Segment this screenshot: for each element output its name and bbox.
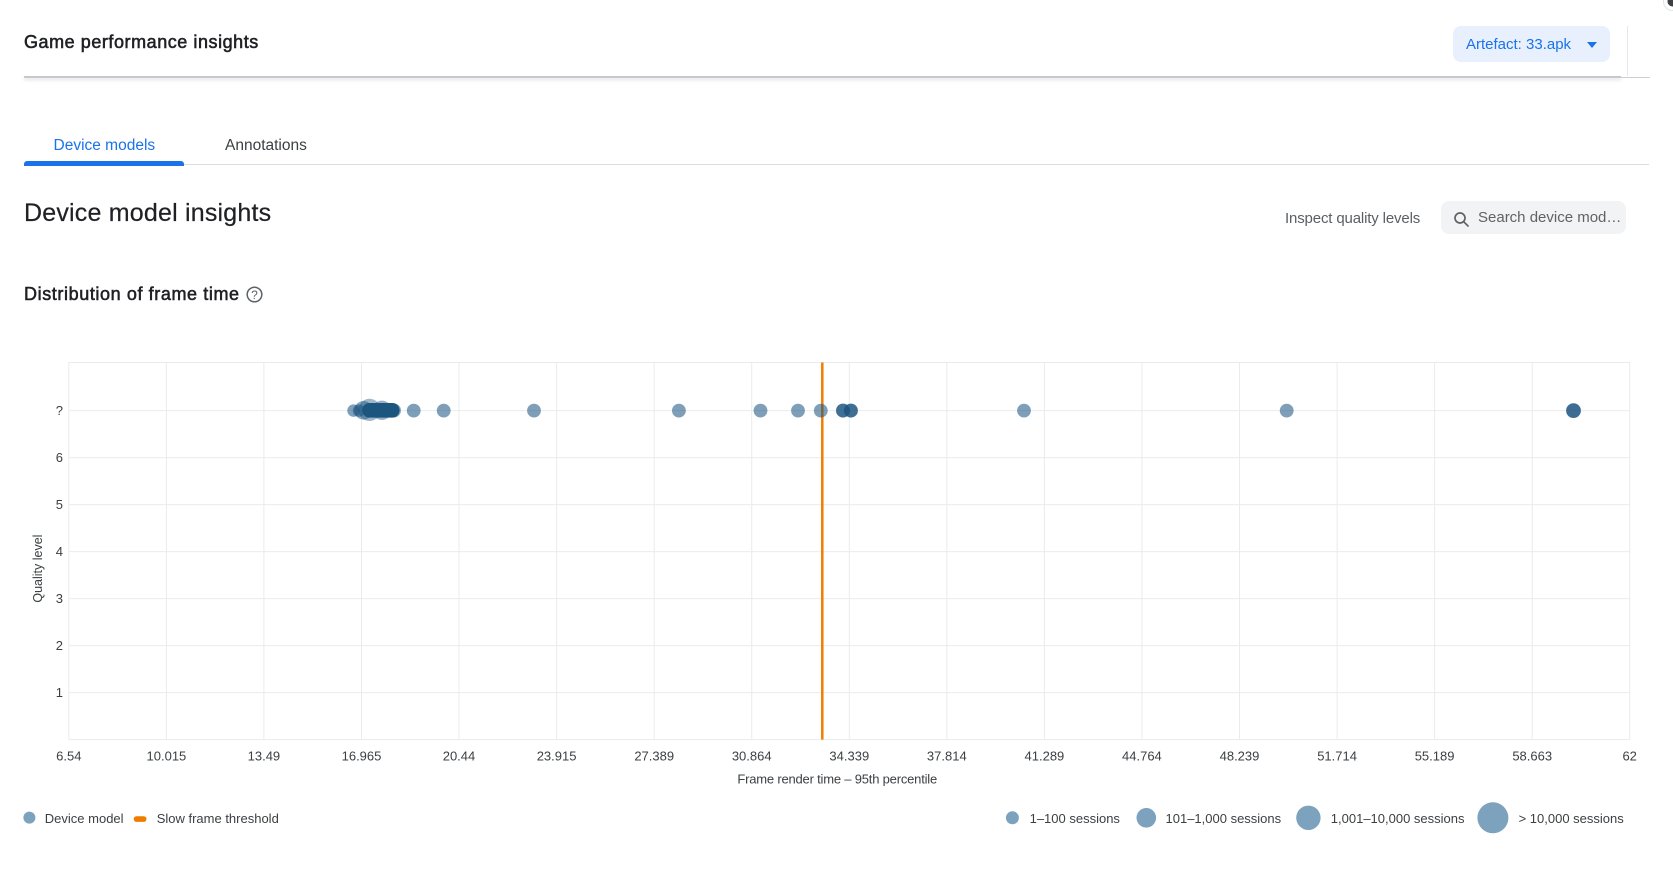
- svg-text:5: 5: [56, 497, 63, 512]
- svg-text:2: 2: [56, 638, 63, 653]
- svg-text:1,001–10,000 sessions: 1,001–10,000 sessions: [1331, 811, 1465, 826]
- svg-text:6: 6: [56, 450, 63, 465]
- svg-text:37.814: 37.814: [927, 749, 967, 764]
- svg-text:13.49: 13.49: [248, 749, 281, 764]
- svg-text:Slow frame threshold: Slow frame threshold: [157, 811, 279, 826]
- svg-text:55.189: 55.189: [1415, 749, 1455, 764]
- svg-text:51.714: 51.714: [1317, 749, 1357, 764]
- svg-text:27.389: 27.389: [634, 749, 674, 764]
- svg-text:1: 1: [56, 685, 63, 700]
- svg-text:23.915: 23.915: [537, 749, 577, 764]
- svg-text:3: 3: [56, 591, 63, 606]
- svg-text:10.015: 10.015: [147, 749, 187, 764]
- svg-text:44.764: 44.764: [1122, 749, 1162, 764]
- svg-text:101–1,000 sessions: 101–1,000 sessions: [1166, 811, 1282, 826]
- svg-text:?: ?: [56, 403, 63, 418]
- svg-text:58.663: 58.663: [1512, 749, 1552, 764]
- svg-text:20.44: 20.44: [443, 749, 476, 764]
- svg-text:4: 4: [56, 544, 63, 559]
- svg-text:Frame render time – 95th perce: Frame render time – 95th percentile: [737, 772, 937, 787]
- svg-text:Device model: Device model: [45, 811, 124, 826]
- svg-text:62: 62: [1622, 749, 1636, 764]
- svg-text:16.965: 16.965: [342, 749, 382, 764]
- svg-text:6.54: 6.54: [56, 749, 81, 764]
- svg-text:Quality level: Quality level: [31, 535, 45, 603]
- svg-text:30.864: 30.864: [732, 749, 772, 764]
- svg-text:> 10,000 sessions: > 10,000 sessions: [1519, 811, 1625, 826]
- svg-text:48.239: 48.239: [1220, 749, 1260, 764]
- svg-text:1–100 sessions: 1–100 sessions: [1030, 811, 1121, 826]
- svg-text:34.339: 34.339: [829, 749, 869, 764]
- svg-text:41.289: 41.289: [1025, 749, 1065, 764]
- svg-text:?: ?: [251, 287, 258, 301]
